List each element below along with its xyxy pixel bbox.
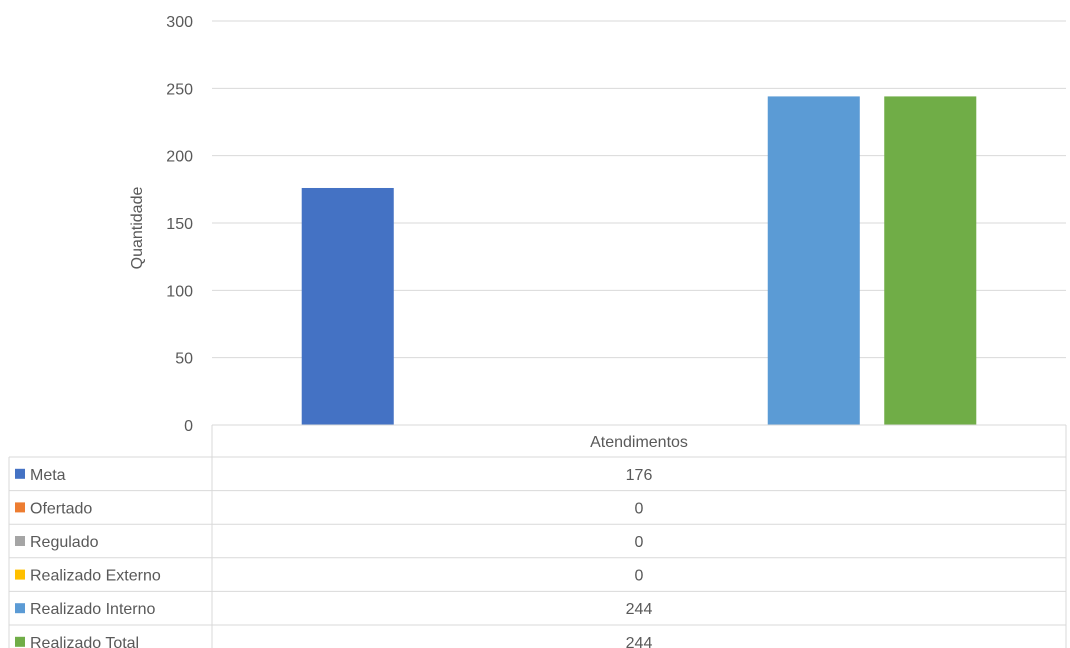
y-tick-label: 150 bbox=[166, 216, 193, 233]
legend-label: Realizado Total bbox=[30, 635, 139, 648]
y-tick-label: 200 bbox=[166, 149, 193, 166]
legend-swatch bbox=[15, 603, 25, 614]
data-label: 0 bbox=[635, 534, 644, 551]
bar-meta bbox=[301, 187, 394, 425]
data-label: 244 bbox=[626, 635, 653, 648]
data-table: Atendimentos Meta 176 Ofertado 0 Regulado 0 Rea… bbox=[8, 424, 1067, 648]
y-axis-ticks: 0 50 100 150 200 250 300 bbox=[166, 14, 193, 435]
legend-swatch bbox=[15, 636, 25, 647]
data-label: 0 bbox=[635, 500, 644, 517]
legend-label: Meta bbox=[30, 467, 66, 484]
category-label: Atendimentos bbox=[590, 434, 688, 451]
legend-label: Ofertado bbox=[30, 500, 92, 517]
data-label: 244 bbox=[626, 601, 653, 618]
data-label: 176 bbox=[626, 467, 653, 484]
y-axis-label: Quantidade bbox=[129, 187, 146, 270]
bars bbox=[301, 96, 977, 425]
legend-label: Realizado Interno bbox=[30, 601, 156, 618]
legend-swatch bbox=[15, 536, 25, 546]
legend-swatch bbox=[15, 569, 25, 580]
data-label: 0 bbox=[635, 568, 644, 585]
bar-realizado-total bbox=[884, 96, 977, 425]
legend-swatch bbox=[15, 502, 25, 513]
legend-swatch bbox=[15, 468, 25, 479]
bar-realizado-interno bbox=[767, 96, 860, 425]
y-tick-label: 0 bbox=[184, 418, 193, 435]
y-tick-label: 300 bbox=[166, 14, 193, 31]
y-tick-label: 250 bbox=[166, 81, 193, 98]
legend-label: Regulado bbox=[30, 534, 99, 551]
legend-label: Realizado Externo bbox=[30, 568, 161, 585]
y-tick-label: 100 bbox=[166, 283, 193, 300]
y-tick-label: 50 bbox=[175, 351, 193, 368]
